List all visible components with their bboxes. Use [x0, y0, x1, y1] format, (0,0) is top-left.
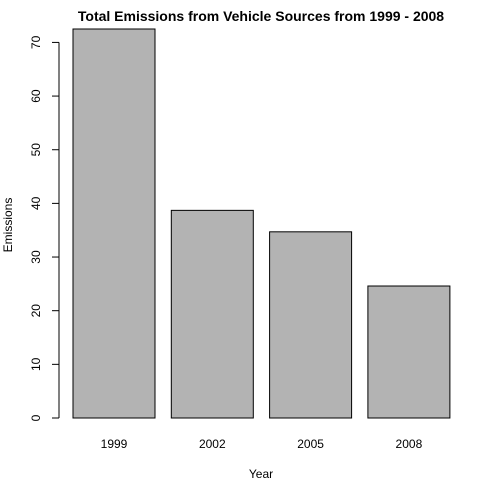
- bars-group: [72, 28, 451, 419]
- x-tick-label-2005: 2005: [297, 437, 324, 451]
- y-tick-label: 70: [29, 35, 43, 49]
- bar-2005: [269, 231, 353, 419]
- bar-2008: [367, 285, 451, 419]
- bar-2002: [170, 209, 254, 419]
- y-tick-label: 30: [29, 250, 43, 264]
- x-axis-label: Year: [249, 467, 273, 480]
- y-axis: 0 10 20 30 40 50 60 70: [29, 35, 60, 421]
- y-axis-label: Emissions: [1, 198, 15, 253]
- y-tick-label: 60: [29, 89, 43, 103]
- x-tick-label-2002: 2002: [199, 437, 226, 451]
- y-tick-label: 40: [29, 196, 43, 210]
- y-tick-label: 50: [29, 143, 43, 157]
- x-tick-labels: 1999 2002 2005 2008: [101, 437, 423, 451]
- x-tick-label-1999: 1999: [101, 437, 128, 451]
- y-tick-label: 0: [29, 414, 43, 421]
- y-tick-label: 20: [29, 304, 43, 318]
- chart-title: Total Emissions from Vehicle Sources fro…: [78, 8, 444, 24]
- bar-1999: [72, 28, 156, 419]
- x-tick-label-2008: 2008: [396, 437, 423, 451]
- y-tick-label: 10: [29, 357, 43, 371]
